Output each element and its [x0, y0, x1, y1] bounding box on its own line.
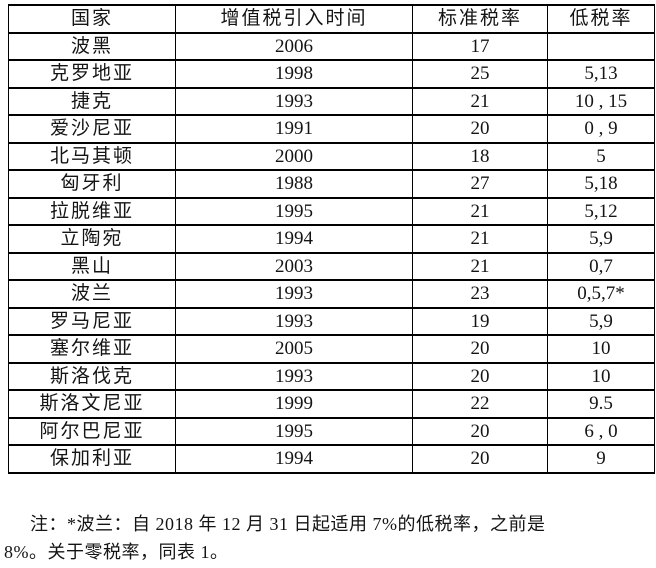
table-header-row: 国家 增值税引入时间 标准税率 低税率 [8, 4, 655, 34]
table-row: 塞尔维亚 2005 20 10 [8, 334, 655, 364]
standard-rate-cell: 20 [412, 361, 548, 391]
table-row: 保加利亚 1994 20 9 [8, 444, 655, 474]
reduced-rate-cell: 10 [547, 361, 655, 391]
table-row: 罗马尼亚 1993 19 5,9 [8, 306, 655, 336]
vat-rates-table: 国家 增值税引入时间 标准税率 低税率 波黑 2006 17 克罗地亚 1998 25 5,… [8, 4, 655, 474]
standard-rate-cell: 20 [412, 444, 548, 474]
table-row: 波兰 1993 23 0,5,7* [8, 279, 655, 309]
standard-rate-cell: 21 [412, 251, 548, 281]
country-cell: 斯洛文尼亚 [8, 389, 176, 419]
year-cell: 2005 [175, 334, 413, 364]
year-cell: 1994 [175, 444, 413, 474]
footnote-line-1: 注：*波兰：自 2018 年 12 月 31 日起适用 7%的低税率，之前是 [30, 514, 546, 534]
country-cell: 斯洛伐克 [8, 361, 176, 391]
year-cell: 1988 [175, 169, 413, 199]
standard-rate-cell: 20 [412, 334, 548, 364]
year-cell: 1993 [175, 279, 413, 309]
table-row: 立陶宛 1994 21 5,9 [8, 224, 655, 254]
col-header-country: 国家 [8, 4, 176, 34]
reduced-rate-cell: 10 , 15 [547, 86, 655, 116]
country-cell: 塞尔维亚 [8, 334, 176, 364]
year-cell: 1999 [175, 389, 413, 419]
country-cell: 保加利亚 [8, 444, 176, 474]
year-cell: 2003 [175, 251, 413, 281]
year-cell: 2000 [175, 141, 413, 171]
table-row: 波黑 2006 17 [8, 31, 655, 61]
country-cell: 罗马尼亚 [8, 306, 176, 336]
year-cell: 1991 [175, 114, 413, 144]
country-cell: 爱沙尼亚 [8, 114, 176, 144]
year-cell: 1993 [175, 361, 413, 391]
table-row: 捷克 1993 21 10 , 15 [8, 86, 655, 116]
table-row: 克罗地亚 1998 25 5,13 [8, 59, 655, 89]
standard-rate-cell: 20 [412, 416, 548, 446]
reduced-rate-cell: 5,18 [547, 169, 655, 199]
country-cell: 阿尔巴尼亚 [8, 416, 176, 446]
year-cell: 1993 [175, 86, 413, 116]
reduced-rate-cell: 5 [547, 141, 655, 171]
standard-rate-cell: 22 [412, 389, 548, 419]
standard-rate-cell: 23 [412, 279, 548, 309]
standard-rate-cell: 17 [412, 31, 548, 61]
standard-rate-cell: 21 [412, 224, 548, 254]
col-header-reduced-rate: 低税率 [547, 4, 655, 34]
country-cell: 捷克 [8, 86, 176, 116]
country-cell: 波黑 [8, 31, 176, 61]
standard-rate-cell: 20 [412, 114, 548, 144]
standard-rate-cell: 27 [412, 169, 548, 199]
standard-rate-cell: 19 [412, 306, 548, 336]
table-row: 爱沙尼亚 1991 20 0 , 9 [8, 114, 655, 144]
country-cell: 黑山 [8, 251, 176, 281]
year-cell: 1993 [175, 306, 413, 336]
reduced-rate-cell: 5,13 [547, 59, 655, 89]
col-header-standard-rate: 标准税率 [412, 4, 548, 34]
country-cell: 立陶宛 [8, 224, 176, 254]
country-cell: 匈牙利 [8, 169, 176, 199]
standard-rate-cell: 18 [412, 141, 548, 171]
col-header-vat-introduction-year: 增值税引入时间 [175, 4, 413, 34]
reduced-rate-cell: 5,9 [547, 224, 655, 254]
reduced-rate-cell: 5,12 [547, 196, 655, 226]
reduced-rate-cell: 0,5,7* [547, 279, 655, 309]
reduced-rate-cell [547, 31, 655, 61]
table-row: 北马其顿 2000 18 5 [8, 141, 655, 171]
reduced-rate-cell: 10 [547, 334, 655, 364]
year-cell: 1998 [175, 59, 413, 89]
table-row: 黑山 2003 21 0,7 [8, 251, 655, 281]
reduced-rate-cell: 0 , 9 [547, 114, 655, 144]
standard-rate-cell: 21 [412, 86, 548, 116]
country-cell: 波兰 [8, 279, 176, 309]
reduced-rate-cell: 9 [547, 444, 655, 474]
standard-rate-cell: 25 [412, 59, 548, 89]
country-cell: 拉脱维亚 [8, 196, 176, 226]
table-row: 拉脱维亚 1995 21 5,12 [8, 196, 655, 226]
table-row: 斯洛伐克 1993 20 10 [8, 361, 655, 391]
footnote-line-2: 8%。关于零税率，同表 1。 [4, 541, 229, 562]
standard-rate-cell: 21 [412, 196, 548, 226]
year-cell: 1995 [175, 196, 413, 226]
reduced-rate-cell: 0,7 [547, 251, 655, 281]
reduced-rate-cell: 6 , 0 [547, 416, 655, 446]
table-row: 匈牙利 1988 27 5,18 [8, 169, 655, 199]
table-row: 斯洛文尼亚 1999 22 9.5 [8, 389, 655, 419]
year-cell: 1994 [175, 224, 413, 254]
year-cell: 1995 [175, 416, 413, 446]
reduced-rate-cell: 9.5 [547, 389, 655, 419]
reduced-rate-cell: 5,9 [547, 306, 655, 336]
country-cell: 北马其顿 [8, 141, 176, 171]
year-cell: 2006 [175, 31, 413, 61]
table-footnote: 注：*波兰：自 2018 年 12 月 31 日起适用 7%的低税率，之前是 8… [4, 511, 654, 566]
country-cell: 克罗地亚 [8, 59, 176, 89]
table-row: 阿尔巴尼亚 1995 20 6 , 0 [8, 416, 655, 446]
